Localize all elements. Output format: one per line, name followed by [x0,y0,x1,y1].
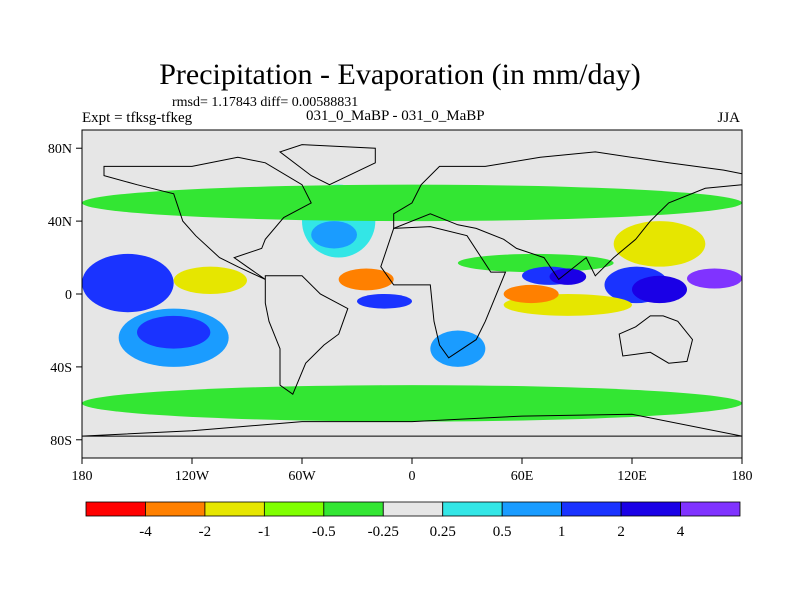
colorbar-swatch [145,501,206,517]
season-label: JJA [717,110,740,126]
experiment-label: Expt = tfksg-tfkeg [82,110,193,126]
coastline-4 [618,315,694,364]
colorbar-swatch [382,501,444,517]
coastline-6 [82,413,742,437]
colorbar: -4 -2 -1 -0.5 -0.25 0.25 0.5 1 2 4 [85,501,741,540]
y-tick-label: 40S [50,361,72,376]
colorbar-swatch [501,501,563,517]
y-tick-label: 80S [50,434,72,449]
x-tick-label: 0 [409,469,416,484]
period-label: 031_0_MaBP - 031_0_MaBP [306,108,485,124]
y-tick-label: 0 [65,288,72,303]
y-tick-label: 40N [48,215,72,230]
stats-line: rmsd= 1.17843 diff= 0.00588831 [172,95,359,110]
contour-region-15 [632,275,687,304]
colorbar-swatch [561,501,622,517]
coastline-1 [264,275,349,395]
colorbar-swatch [680,501,741,517]
colorbar-label: -1 [258,524,271,540]
x-tick-label: 60E [511,469,534,484]
x-tick-label: 120E [617,469,647,484]
colorbar-label: -4 [139,524,152,540]
contour-region-13 [549,268,587,285]
y-tick-label: 80N [48,142,72,157]
contour-region-5 [137,315,211,349]
coastline-3 [393,151,742,281]
contour-region-16 [687,268,742,289]
colorbar-swatch [263,501,325,517]
x-tick-label: 60W [288,469,316,484]
colorbar-label: 2 [617,524,625,540]
colorbar-label: -2 [199,524,212,540]
colorbar-label: 0.25 [430,524,456,540]
contour-region-17 [613,221,706,267]
coastline-0 [103,156,312,280]
colorbar-swatch [85,501,146,517]
chart-title: Precipitation - Evaporation (in mm/day) [159,58,641,91]
contour-region-10 [430,330,486,367]
contour-region-11 [457,253,614,273]
contour-region-7 [311,221,358,249]
x-tick-label: 180 [732,469,753,484]
contour-region-21 [82,385,742,422]
coastline-2 [380,226,507,359]
contour-region-19 [503,284,559,304]
x-tick-label: 180 [72,469,93,484]
contour-region-8 [338,268,394,291]
plot-area [82,130,742,458]
colorbar-swatch [620,501,681,517]
colorbar-swatch [323,501,384,517]
contour-region-9 [357,294,412,309]
colorbar-label: 4 [677,524,685,540]
colorbar-label: 1 [558,524,566,540]
colorbar-swatch [204,501,265,517]
colorbar-label: 0.5 [493,524,512,540]
colorbar-label: -0.5 [312,524,336,540]
contour-region-3 [173,266,247,295]
colorbar-label: -0.25 [368,524,399,540]
x-tick-label: 120W [175,469,210,484]
coastline-overlay [82,144,742,437]
colorbar-swatch [442,501,503,517]
coastline-5 [278,144,376,186]
contour-region-1 [82,253,174,313]
axis-ticks: 180 120W 60W 0 60E 120E 180 80N 40N 0 40S 80S [48,142,753,484]
